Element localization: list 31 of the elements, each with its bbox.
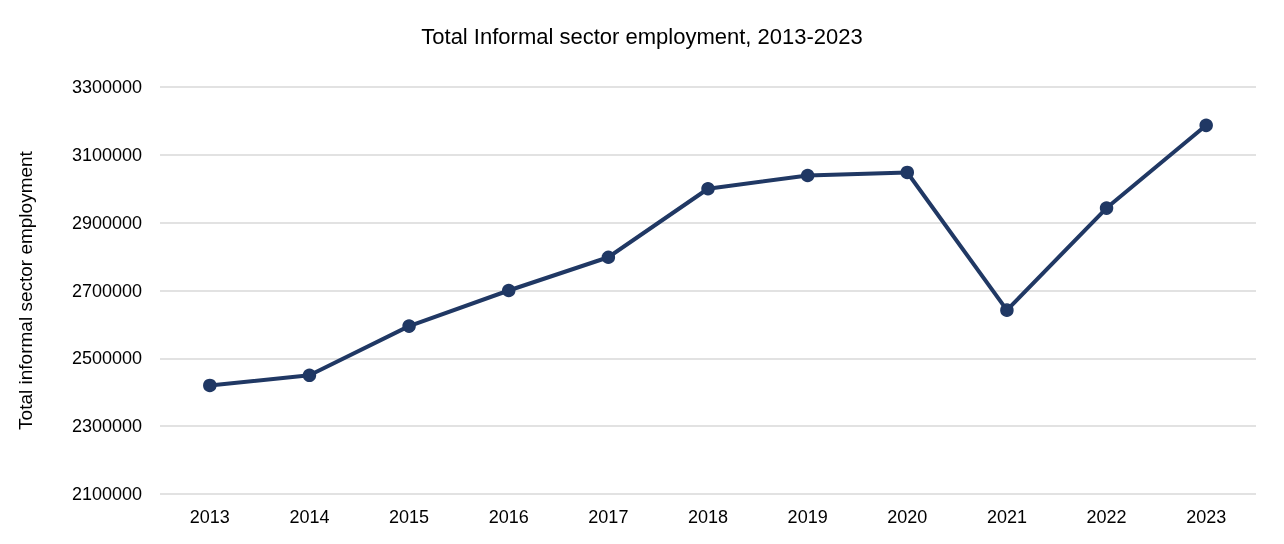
x-tick-label: 2015 [389, 507, 430, 527]
point [501, 283, 516, 298]
x-tick-label: 2018 [687, 507, 729, 527]
x-tick-label: 2016 [488, 507, 529, 527]
x-tick-label: 2021 [986, 507, 1027, 527]
x-tick-label: 2022 [1086, 507, 1127, 527]
y-tick-label: 2100000 [71, 484, 142, 504]
x-tick-label: 2014 [289, 507, 330, 527]
chart-title: Total Informal sector employment, 2013-2023 [421, 23, 863, 49]
point [302, 368, 317, 383]
x-tick-label: 2017 [588, 507, 629, 527]
point [601, 250, 616, 265]
y-tick-label: 2700000 [71, 280, 142, 301]
y-axis-title: Total informal sector employment [15, 150, 36, 430]
point [203, 378, 217, 393]
point [1199, 118, 1213, 133]
y-tick-label: 2500000 [71, 348, 142, 369]
y-tick-label: 2900000 [71, 212, 142, 233]
x-tick-label: 2019 [787, 507, 828, 527]
point [1000, 303, 1014, 317]
y-tick-label: 3100000 [71, 144, 142, 165]
y-tick-label: 3300000 [71, 77, 142, 97]
x-tick-label: 2013 [189, 507, 230, 527]
x-tick-label: 2023 [1186, 507, 1227, 527]
point [701, 182, 715, 196]
point [800, 168, 815, 183]
point [402, 319, 416, 333]
y-tick-label: 2300000 [71, 416, 142, 437]
point [900, 165, 915, 180]
x-tick-label: 2020 [887, 507, 928, 527]
point [1099, 201, 1114, 215]
